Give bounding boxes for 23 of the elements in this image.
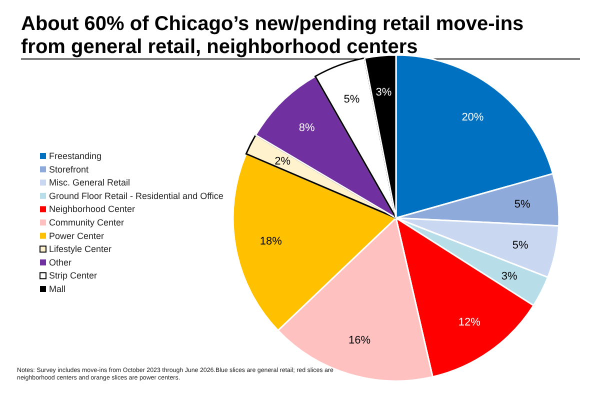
legend-label: Mall bbox=[49, 284, 66, 294]
legend-label: Lifestyle Center bbox=[49, 244, 112, 254]
data-label: 5% bbox=[514, 198, 530, 210]
data-label: 16% bbox=[348, 334, 371, 347]
legend-label: Community Center bbox=[49, 218, 124, 228]
chart-title: About 60% of Chicago’s new/pending retail move-ins from general retail, neighborhood centers bbox=[21, 13, 524, 58]
legend-label: Other bbox=[49, 257, 72, 268]
data-label: 12% bbox=[458, 316, 481, 329]
data-label: 20% bbox=[462, 111, 484, 124]
legend-label: Strip Center bbox=[49, 270, 98, 281]
legend-label: Power Center bbox=[49, 230, 104, 241]
legend-label: Misc. General Retail bbox=[49, 178, 130, 188]
legend-label: Neighborhood Center bbox=[49, 204, 136, 214]
data-label: 3% bbox=[501, 270, 518, 282]
data-label: 5% bbox=[344, 94, 360, 106]
legend-label: Storefront bbox=[49, 164, 90, 174]
data-label: 8% bbox=[298, 122, 315, 134]
legend-label: Ground Floor Retail - Residential and Office bbox=[49, 190, 224, 201]
data-label: 18% bbox=[260, 235, 282, 248]
legend-label: Freestanding bbox=[49, 151, 102, 161]
data-label: 3% bbox=[376, 86, 392, 98]
data-label: 2% bbox=[274, 155, 291, 168]
data-label: 5% bbox=[512, 239, 528, 252]
